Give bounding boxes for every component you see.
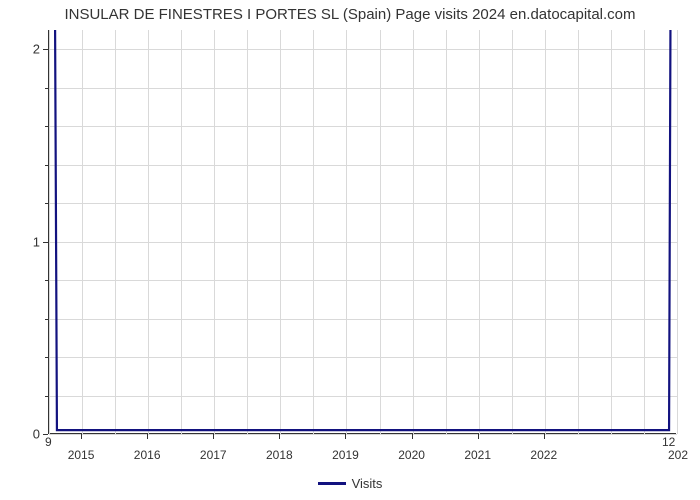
endpoint-label-first: 9 [45,435,52,449]
x-tick-label: 2018 [266,448,293,462]
y-tick-label: 2 [20,42,40,57]
grid-line-vertical [512,30,513,434]
legend-label: Visits [352,476,383,491]
y-minor-tick-mark [45,396,48,397]
y-minor-tick-mark [45,280,48,281]
chart-legend: Visits [0,476,700,491]
grid-line-vertical [115,30,116,434]
grid-line-vertical [82,30,83,434]
x-tick-label: 2020 [398,448,425,462]
grid-line-horizontal [49,396,677,397]
plot-area [48,30,676,434]
grid-line-horizontal [49,203,677,204]
line-chart: INSULAR DE FINESTRES I PORTES SL (Spain)… [0,0,700,500]
grid-line-horizontal [49,319,677,320]
x-tick-mark [147,434,148,439]
x-tick-label: 2022 [530,448,557,462]
grid-line-vertical [578,30,579,434]
grid-line-vertical [446,30,447,434]
grid-line-horizontal [49,434,677,435]
grid-line-vertical [214,30,215,434]
x-tick-label: 2016 [134,448,161,462]
y-minor-tick-mark [45,357,48,358]
grid-line-vertical [644,30,645,434]
x-tick-mark [412,434,413,439]
grid-line-horizontal [49,357,677,358]
y-minor-tick-mark [45,319,48,320]
grid-line-horizontal [49,280,677,281]
grid-line-vertical [346,30,347,434]
grid-line-vertical [49,30,50,434]
x-tick-mark [279,434,280,439]
y-tick-label: 0 [20,427,40,442]
grid-line-vertical [313,30,314,434]
y-minor-tick-mark [45,203,48,204]
grid-line-horizontal [49,165,677,166]
x-tick-label: 2015 [68,448,95,462]
y-minor-tick-mark [45,126,48,127]
x-tick-label: 2019 [332,448,359,462]
grid-line-vertical [413,30,414,434]
grid-line-horizontal [49,49,677,50]
x-tick-mark [345,434,346,439]
grid-line-vertical [280,30,281,434]
grid-line-horizontal [49,88,677,89]
grid-line-vertical [380,30,381,434]
x-tick-label: 2021 [464,448,491,462]
grid-line-vertical [247,30,248,434]
grid-line-vertical [181,30,182,434]
grid-line-vertical [545,30,546,434]
grid-line-horizontal [49,242,677,243]
chart-title: INSULAR DE FINESTRES I PORTES SL (Spain)… [0,6,700,23]
y-tick-mark [43,242,48,243]
grid-line-vertical [148,30,149,434]
grid-line-vertical [677,30,678,434]
endpoint-label-last: 12 [662,435,675,449]
y-minor-tick-mark [45,88,48,89]
x-tick-mark [544,434,545,439]
legend-swatch [318,482,346,485]
y-tick-mark [43,49,48,50]
x-tick-label: 2017 [200,448,227,462]
grid-line-vertical [611,30,612,434]
grid-line-vertical [479,30,480,434]
y-tick-label: 1 [20,234,40,249]
series-visits [49,30,677,434]
x-tick-mark [81,434,82,439]
y-minor-tick-mark [45,165,48,166]
x-tick-mark [478,434,479,439]
x-tick-label-clipped: 202 [668,448,688,462]
grid-line-horizontal [49,126,677,127]
x-tick-mark [213,434,214,439]
